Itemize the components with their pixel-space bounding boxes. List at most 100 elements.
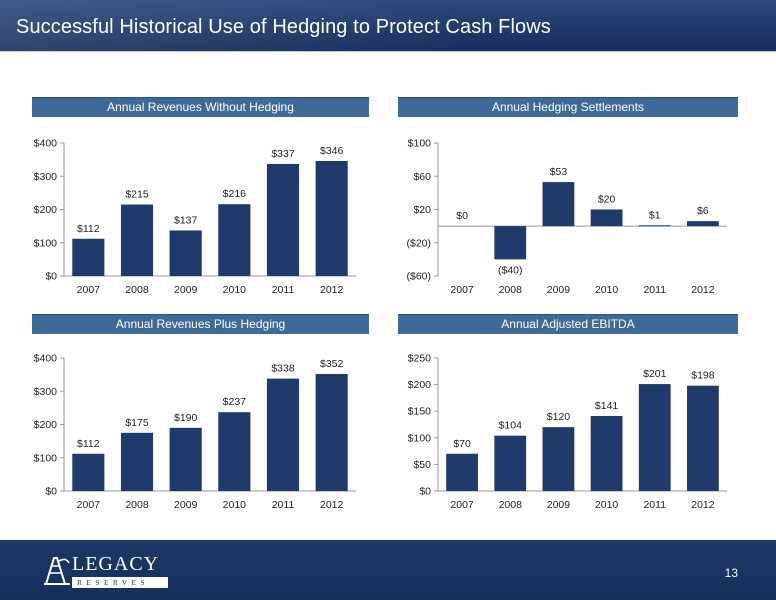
value-label-2011: $201 xyxy=(643,368,667,380)
bar-2010 xyxy=(218,204,251,276)
header-sheen xyxy=(0,0,776,52)
bar-2008 xyxy=(120,204,154,276)
bar-2008 xyxy=(494,435,527,491)
category-label-2012: 2012 xyxy=(691,499,715,511)
y-tick-label: $20 xyxy=(413,204,431,216)
chart-title-hedging-settlements: Annual Hedging Settlements xyxy=(398,97,738,117)
bar-2008 xyxy=(494,226,527,260)
y-tick-label: $0 xyxy=(419,486,431,498)
y-tick-label: $0 xyxy=(45,486,57,498)
category-label-2012: 2012 xyxy=(320,499,344,511)
value-label-2009: $190 xyxy=(174,412,198,424)
category-label-2009: 2009 xyxy=(174,284,198,296)
y-tick-label: $100 xyxy=(408,138,432,150)
y-tick-label: $200 xyxy=(34,204,58,216)
bar-2007 xyxy=(72,238,105,276)
category-label-2008: 2008 xyxy=(125,284,149,296)
bar-2009 xyxy=(542,182,575,227)
bar-2010 xyxy=(218,412,251,491)
category-label-2009: 2009 xyxy=(547,499,571,511)
category-label-2007: 2007 xyxy=(450,499,474,511)
y-tick-label: $300 xyxy=(34,386,58,398)
category-label-2008: 2008 xyxy=(499,499,523,511)
chart-title-adjusted-ebitda: Annual Adjusted EBITDA xyxy=(398,314,738,334)
category-label-2010: 2010 xyxy=(223,284,247,296)
category-label-2010: 2010 xyxy=(223,499,247,511)
bar-2011 xyxy=(638,225,671,227)
value-label-2008: $175 xyxy=(125,417,149,429)
value-label-2007: $70 xyxy=(453,438,471,450)
category-label-2010: 2010 xyxy=(595,499,619,511)
category-label-2009: 2009 xyxy=(547,284,571,296)
y-tick-label: $100 xyxy=(34,452,58,464)
y-tick-label: $200 xyxy=(408,379,432,391)
value-label-2011: $338 xyxy=(271,363,295,375)
bar-2007 xyxy=(72,453,105,491)
y-tick-label: $100 xyxy=(408,432,432,444)
y-tick-label: $0 xyxy=(45,271,57,283)
value-label-2011: $1 xyxy=(649,209,661,221)
value-label-2008: $215 xyxy=(125,189,149,201)
slide-title: Successful Historical Use of Hedging to … xyxy=(16,16,551,38)
category-label-2008: 2008 xyxy=(125,499,149,511)
slide-footer: LEGACY RESERVES 13 xyxy=(0,540,776,600)
value-label-2008: ($40) xyxy=(498,264,523,276)
bar-2011 xyxy=(266,163,300,276)
logo-wordmark: LEGACY xyxy=(72,553,160,575)
bar-2012 xyxy=(315,373,348,491)
value-label-2009: $120 xyxy=(547,411,571,423)
value-label-2007: $0 xyxy=(456,210,468,222)
y-tick-label: $50 xyxy=(413,459,431,471)
bar-2010 xyxy=(590,415,623,491)
y-tick-label: ($60) xyxy=(406,271,431,283)
bar-2011 xyxy=(266,378,300,491)
oil-derrick-logo-icon xyxy=(44,557,70,585)
value-label-2007: $112 xyxy=(77,438,100,450)
category-label-2012: 2012 xyxy=(320,284,344,296)
category-label-2007: 2007 xyxy=(77,284,101,296)
value-label-2010: $216 xyxy=(223,188,247,200)
value-label-2008: $104 xyxy=(499,420,523,432)
category-label-2010: 2010 xyxy=(595,284,619,296)
y-tick-label: ($20) xyxy=(406,237,431,249)
value-label-2011: $337 xyxy=(271,148,295,160)
y-tick-label: $300 xyxy=(34,171,58,183)
category-label-2007: 2007 xyxy=(450,284,474,296)
category-label-2012: 2012 xyxy=(691,284,715,296)
bar-2011 xyxy=(638,384,671,491)
category-label-2008: 2008 xyxy=(499,284,523,296)
bar-2008 xyxy=(120,432,154,491)
category-label-2007: 2007 xyxy=(77,499,101,511)
bar-2009 xyxy=(169,230,202,276)
category-label-2011: 2011 xyxy=(272,499,295,511)
y-tick-label: $200 xyxy=(34,419,58,431)
value-label-2010: $237 xyxy=(223,396,247,408)
value-label-2009: $137 xyxy=(174,214,198,226)
bar-2012 xyxy=(687,385,719,491)
bar-2010 xyxy=(590,209,623,227)
bar-2009 xyxy=(169,427,202,491)
bar-2009 xyxy=(542,427,575,491)
category-label-2011: 2011 xyxy=(643,499,666,511)
value-label-2010: $141 xyxy=(595,400,619,412)
category-label-2011: 2011 xyxy=(272,284,295,296)
logo-subtitle: RESERVES xyxy=(72,577,168,588)
y-tick-label: $400 xyxy=(34,138,58,150)
page-number: 13 xyxy=(724,566,738,580)
y-tick-label: $150 xyxy=(408,406,432,418)
value-label-2007: $112 xyxy=(77,223,100,235)
category-label-2011: 2011 xyxy=(643,284,666,296)
category-label-2009: 2009 xyxy=(174,499,198,511)
value-label-2012: $352 xyxy=(320,358,344,370)
value-label-2009: $53 xyxy=(550,166,568,178)
slide-header: Successful Historical Use of Hedging to … xyxy=(0,0,776,52)
chart-title-revenues-plus-hedging: Annual Revenues Plus Hedging xyxy=(32,314,369,334)
value-label-2012: $198 xyxy=(691,370,715,382)
bar-2012 xyxy=(687,221,719,227)
chart-title-revenues-without-hedging: Annual Revenues Without Hedging xyxy=(32,97,369,117)
value-label-2010: $20 xyxy=(598,194,616,206)
value-label-2012: $346 xyxy=(320,145,344,157)
